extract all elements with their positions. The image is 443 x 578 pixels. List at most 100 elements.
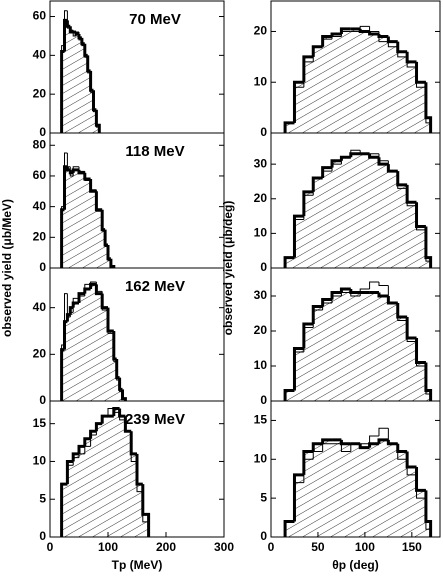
histogram-step: [84, 445, 91, 454]
y-tick-label: 40: [33, 199, 47, 213]
histogram-step: [415, 202, 426, 228]
y-tick-label: 15: [33, 416, 47, 430]
x-tick-label: 50: [311, 540, 325, 554]
histogram-step: [284, 122, 295, 133]
histogram-step: [340, 156, 351, 165]
histogram-step: [359, 25, 370, 32]
histogram-step: [303, 458, 314, 483]
y-tick-label: 40: [33, 300, 47, 314]
histogram-step: [405, 317, 417, 340]
histogram-step: [331, 295, 342, 303]
histogram-step: [312, 46, 323, 62]
histogram-step: [94, 191, 103, 212]
histogram-step: [107, 408, 114, 417]
y-tick-label: 60: [33, 168, 47, 182]
y-tick-label: 0: [260, 260, 267, 274]
hatched-bin: [341, 289, 351, 401]
hatched-bin: [407, 338, 417, 401]
histogram-step: [425, 498, 432, 537]
histogram-step: [61, 344, 65, 401]
histogram-step: [78, 32, 82, 41]
y-tick-label: 0: [260, 393, 267, 407]
y-tick-label: 10: [33, 454, 47, 468]
y-tick-label: 0: [39, 260, 46, 274]
histogram-step: [378, 282, 389, 286]
histogram-step: [397, 303, 408, 321]
histogram-step: [387, 41, 398, 48]
hatched-bin: [64, 166, 68, 268]
hatched-bin: [425, 390, 431, 401]
y-tick-label: 20: [254, 191, 268, 205]
histogram-step: [369, 281, 379, 289]
histogram-step: [106, 307, 114, 333]
y-tick-label: 80: [33, 137, 47, 151]
hatched-bin: [294, 348, 304, 401]
histogram-step: [312, 177, 323, 196]
hatched-bin: [294, 474, 304, 537]
hatched-bin: [142, 514, 149, 537]
x-tick-label: 200: [156, 540, 176, 554]
histogram-step: [61, 45, 65, 133]
histogram-step: [396, 303, 408, 319]
histogram-step: [72, 166, 79, 176]
histogram-step: [284, 390, 295, 401]
histogram-step: [340, 443, 351, 453]
histogram-step: [64, 293, 68, 345]
histogram-step: [396, 41, 408, 54]
histogram-step: [377, 34, 389, 39]
histogram-step: [425, 229, 432, 268]
y-tick-label: 30: [254, 288, 268, 302]
histogram-step: [386, 164, 398, 173]
histogram-step: [65, 166, 71, 172]
histogram-step: [116, 361, 120, 381]
hatched-bin: [64, 321, 68, 401]
hatched-bin: [96, 423, 103, 537]
histogram-step: [358, 28, 370, 33]
hatched-bin: [102, 416, 108, 537]
histogram-step: [83, 437, 91, 447]
histogram-step: [61, 483, 68, 537]
hatched-bin: [425, 257, 431, 268]
hatched-bin: [131, 453, 137, 537]
y-tick-label: 10: [254, 74, 268, 88]
histogram-step: [406, 56, 417, 68]
hatched-bin: [84, 179, 91, 268]
histogram-step: [90, 180, 97, 191]
histogram-step: [95, 189, 103, 212]
hatched-bin: [388, 171, 398, 268]
hatched-bin: [70, 32, 74, 133]
histogram-step: [66, 464, 74, 485]
histogram-step: [78, 295, 85, 299]
histogram-step: [311, 442, 323, 452]
histogram-step: [416, 205, 426, 231]
histogram-step: [107, 246, 111, 261]
hatched-bin: [73, 453, 79, 537]
hatched-bin: [369, 157, 379, 268]
histogram-step: [284, 520, 295, 537]
hatched-bin: [407, 467, 417, 537]
y-tick-label: 20: [33, 347, 47, 361]
histogram-step: [136, 461, 143, 493]
histogram-step: [66, 293, 71, 318]
hatched-bin: [285, 257, 295, 268]
hatched-bin: [397, 451, 408, 537]
hatched-bin: [67, 26, 71, 134]
histogram-step: [415, 61, 426, 84]
hatched-bin: [79, 37, 82, 133]
histogram-step: [119, 380, 123, 393]
histogram-step: [405, 51, 417, 64]
hatched-bin: [416, 226, 426, 268]
histogram-step: [87, 57, 91, 74]
histogram-step: [90, 434, 97, 447]
histogram-step: [72, 30, 77, 37]
hatched-bin: [322, 36, 333, 133]
histogram-step: [359, 288, 370, 296]
y-tick-label: 15: [254, 413, 268, 427]
histogram-step: [93, 92, 97, 113]
hatched-bin: [360, 153, 370, 268]
histogram-step: [340, 292, 351, 296]
histogram-step: [303, 194, 314, 220]
histogram-step: [416, 474, 426, 499]
histogram-step: [77, 444, 85, 454]
